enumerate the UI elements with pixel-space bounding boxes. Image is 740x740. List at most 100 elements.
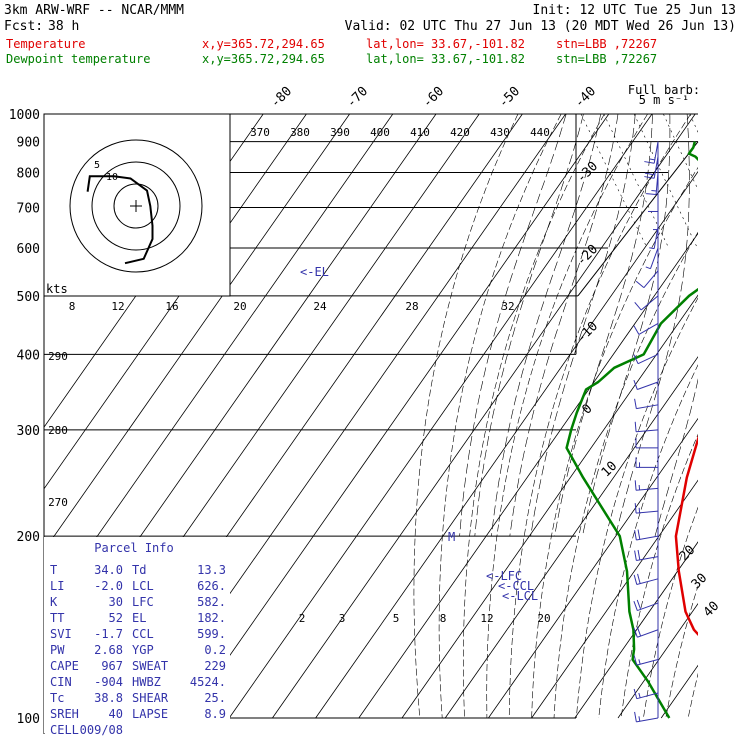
- barb-legend-units: 5 m s⁻¹: [639, 93, 690, 107]
- parcel-info-background: [44, 537, 230, 733]
- dry-adiabat-line: [553, 231, 698, 719]
- wind-barb-flag: [633, 600, 638, 611]
- isotherm-label: 0: [579, 401, 595, 417]
- pressure-tick-label: 100: [17, 712, 40, 727]
- theta-label: 400: [370, 126, 390, 139]
- wind-speed-label: 16: [165, 300, 178, 313]
- isotherm-line: [358, 232, 698, 719]
- dry-adiabat-line: [576, 297, 698, 719]
- model-name: 3km ARW-WRF -- NCAR/MMM: [4, 3, 184, 18]
- parcel-value: -2.0: [94, 579, 123, 593]
- isotherm-line: [704, 114, 740, 718]
- dewpoint-legend-latlon: lat,lon= 33.67,-101.82: [366, 52, 525, 66]
- dry-adiabat-line: [598, 364, 698, 719]
- hodograph-trace: [86, 175, 154, 265]
- mixing-ratio-label: 2: [299, 612, 306, 625]
- theta-label: 370: [250, 126, 270, 139]
- sounding-profiles: [565, 141, 698, 719]
- parcel-value: 582.: [197, 595, 226, 609]
- isotherm-label: -10: [574, 319, 601, 346]
- pressure-tick-label: 900: [17, 136, 40, 151]
- dry-adiabat-line: [413, 114, 519, 719]
- isotherm-line: [531, 479, 698, 719]
- hodograph-ring-label: 10: [106, 172, 118, 183]
- wind-barb-staff: [655, 172, 659, 195]
- parcel-label: EL: [132, 611, 146, 625]
- forecast-hour: 38 h: [48, 19, 79, 34]
- dry-adiabat-line: [711, 114, 740, 718]
- moist-adiabat-line: [530, 114, 636, 537]
- parcel-label: YGP: [132, 643, 154, 657]
- wind-barb-flag: [645, 266, 651, 270]
- wind-barb-flag: [636, 626, 642, 637]
- dry-adiabat-line: [463, 114, 605, 719]
- wind-barb-staff: [637, 602, 659, 612]
- mixing-ratio-line: [725, 114, 740, 248]
- parcel-label: SVI: [50, 627, 72, 641]
- wind-speed-label: 12: [111, 300, 124, 313]
- mixing-ratio-label: 8: [440, 612, 447, 625]
- wind-barb-flag: [649, 247, 655, 250]
- pressure-tick-label: 1000: [9, 108, 40, 123]
- parcel-value: 30: [109, 595, 123, 609]
- parcel-value: 2.68: [94, 643, 123, 657]
- wind-barb-staff: [637, 381, 659, 390]
- parcel-label: SHEAR: [132, 691, 169, 705]
- isotherm-label: -60: [420, 84, 447, 111]
- wind-barb-staff: [638, 323, 659, 335]
- theta-label: 380: [290, 126, 310, 139]
- wind-barb-flag: [633, 574, 638, 585]
- temperature-legend-station: stn=LBB ,72267: [556, 37, 657, 51]
- isotherm-label: 10: [599, 459, 621, 481]
- wind-barb-flag: [638, 659, 641, 665]
- wind-barb-flag: [638, 716, 641, 722]
- parcel-value: 40: [109, 707, 123, 721]
- wind-barb-flag: [634, 503, 637, 514]
- wind-barb-staff: [636, 658, 659, 666]
- pressure-tick-label: 700: [17, 202, 40, 217]
- wind-speed-label: 20: [233, 300, 246, 313]
- isotherm-label: -40: [572, 84, 599, 111]
- level-annotation: <-LFC: [486, 569, 522, 583]
- isotherm-line: [574, 541, 698, 719]
- wind-barb-flag: [638, 692, 641, 698]
- hodograph-ring: [113, 183, 159, 229]
- parcel-label: LI: [50, 579, 64, 593]
- parcel-value: 182.: [197, 611, 226, 625]
- moist-adiabat-line: [654, 378, 698, 537]
- wind-barb-flag: [633, 354, 639, 364]
- wind-barb-flag: [633, 627, 638, 638]
- mixing-ratio-label: 20: [537, 612, 550, 625]
- wind-barb-staff: [636, 556, 659, 561]
- dry-adiabat-line: [620, 433, 698, 719]
- parcel-label: LFC: [132, 595, 154, 609]
- parcel-value: 0.2: [204, 643, 226, 657]
- level-annotation: <-CCL: [498, 579, 534, 593]
- theta-label: 410: [410, 126, 430, 139]
- parcel-value: 13.3: [197, 563, 226, 577]
- theta-label: 430: [490, 126, 510, 139]
- isotherm-line: [44, 114, 394, 613]
- parcel-label: K: [50, 595, 58, 609]
- dewpoint-profile: [565, 141, 698, 719]
- wind-barb-flag: [646, 193, 657, 195]
- dry-adiabat-line: [486, 114, 648, 719]
- isotherm-line: [660, 664, 698, 719]
- wind-barb-flag: [633, 655, 638, 666]
- valid-time: Valid: 02 UTC Thu 27 Jun 13 (20 MDT Wed …: [345, 19, 736, 34]
- mixing-ratio-line: [663, 114, 698, 191]
- parcel-label: LAPSE: [132, 707, 168, 721]
- wind-barb-flag: [634, 550, 637, 561]
- temperature-legend-latlon: lat,lon= 33.67,-101.82: [366, 37, 525, 51]
- parcel-value: 626.: [197, 579, 226, 593]
- mixing-ratio-label: 3: [339, 612, 346, 625]
- isotherm-line: [185, 114, 610, 719]
- parcel-value: 8.9: [204, 707, 226, 721]
- mixing-ratio-label: 5: [393, 612, 400, 625]
- isotherm-line: [272, 114, 696, 719]
- mixing-ratio-line: [689, 114, 698, 134]
- wind-barb-flag: [649, 158, 655, 161]
- isotherm-line: [488, 417, 698, 719]
- parcel-label: SWEAT: [132, 659, 168, 673]
- mixing-ratio-line: [603, 114, 670, 249]
